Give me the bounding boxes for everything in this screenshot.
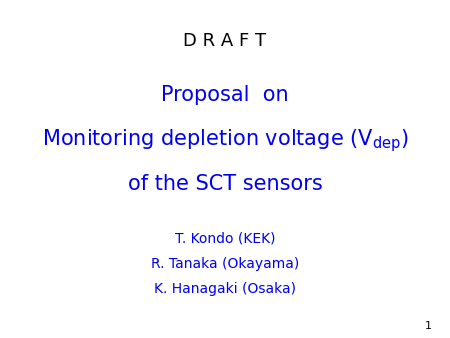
Text: Monitoring depletion voltage (V$_{\rm dep}$): Monitoring depletion voltage (V$_{\rm de… [42,127,408,154]
Text: D R A F T: D R A F T [184,31,266,50]
Text: K. Hanagaki (Osaka): K. Hanagaki (Osaka) [154,282,296,296]
Text: Proposal  on: Proposal on [161,84,289,105]
Text: R. Tanaka (Okayama): R. Tanaka (Okayama) [151,257,299,271]
Text: T. Kondo (KEK): T. Kondo (KEK) [175,231,275,245]
Text: of the SCT sensors: of the SCT sensors [128,174,322,194]
Text: 1: 1 [425,321,432,331]
